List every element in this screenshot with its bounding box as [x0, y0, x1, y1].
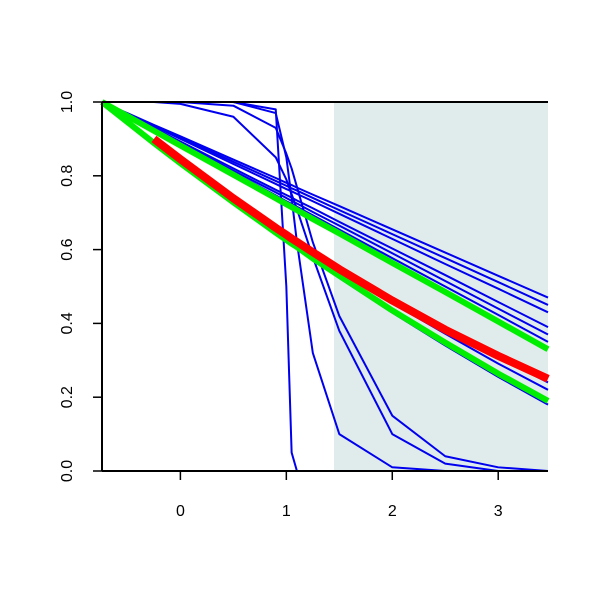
x-tick-label: 1 — [282, 503, 291, 520]
series-line — [102, 101, 548, 472]
x-tick-label: 2 — [388, 503, 397, 520]
y-tick-label: 0.8 — [59, 165, 76, 187]
x-tick-label: 3 — [494, 503, 503, 520]
y-tick-label: 1.0 — [59, 91, 76, 113]
y-tick-label: 0.0 — [59, 460, 76, 482]
series-line — [100, 99, 550, 352]
series-line — [151, 135, 550, 383]
y-tick-label: 0.2 — [59, 386, 76, 408]
series-line — [101, 101, 549, 306]
series-line — [101, 101, 549, 314]
y-tick-label: 0.4 — [59, 312, 76, 334]
series-line — [101, 101, 549, 299]
x-tick-label: 0 — [176, 503, 185, 520]
y-tick-label: 0.6 — [59, 238, 76, 260]
